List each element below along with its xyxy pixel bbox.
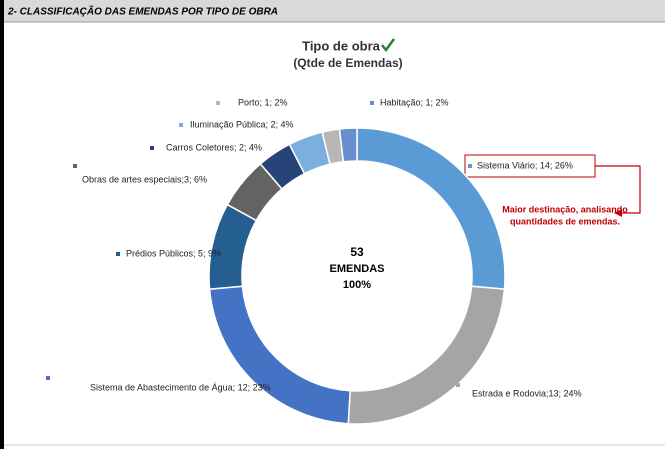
slice-label: Prédios Públicos; 5; 9% (126, 248, 221, 258)
chart-subtitle: (Qtde de Emendas) (293, 56, 402, 70)
chart-title: Tipo de obra (302, 38, 381, 53)
center-total: 53 (350, 245, 364, 259)
legend-marker (456, 383, 460, 387)
slice-label: Carros Coletores; 2; 4% (166, 142, 262, 152)
slice-label: Porto; 1; 2% (238, 97, 288, 107)
center-label: EMENDAS (329, 263, 384, 275)
slice-label: Habitação; 1; 2% (380, 97, 449, 107)
slice-label: Iluminação Pública; 2; 4% (190, 119, 294, 129)
arrow-head (614, 209, 622, 217)
legend-marker (46, 376, 50, 380)
annotation-line: quantidades de emendas. (510, 216, 620, 226)
slice-label: Estrada e Rodovia;13; 24% (472, 388, 582, 398)
annotation-line: Maior destinação, analisando (502, 204, 628, 214)
legend-marker (179, 123, 183, 127)
center-percent: 100% (343, 279, 371, 291)
legend-marker (370, 101, 374, 105)
legend-marker (150, 146, 154, 150)
slice-label: Sistema de Abastecimento de Água; 12; 23… (90, 382, 271, 392)
annotation-arrow (595, 165, 641, 214)
legend-marker (216, 101, 220, 105)
header-bar (3, 0, 665, 22)
header-title: 2- CLASSIFICAÇÃO DAS EMENDAS POR TIPO DE… (7, 5, 278, 18)
legend-marker (468, 164, 472, 168)
slice-label: Obras de artes especiais;3; 6% (82, 174, 207, 184)
legend-marker (73, 164, 77, 168)
donut-slice (338, 127, 358, 163)
check-icon (381, 38, 396, 53)
left-border (0, 0, 4, 449)
slice-label: Sistema Viário; 14; 26% (477, 160, 573, 170)
legend-marker (116, 252, 120, 256)
